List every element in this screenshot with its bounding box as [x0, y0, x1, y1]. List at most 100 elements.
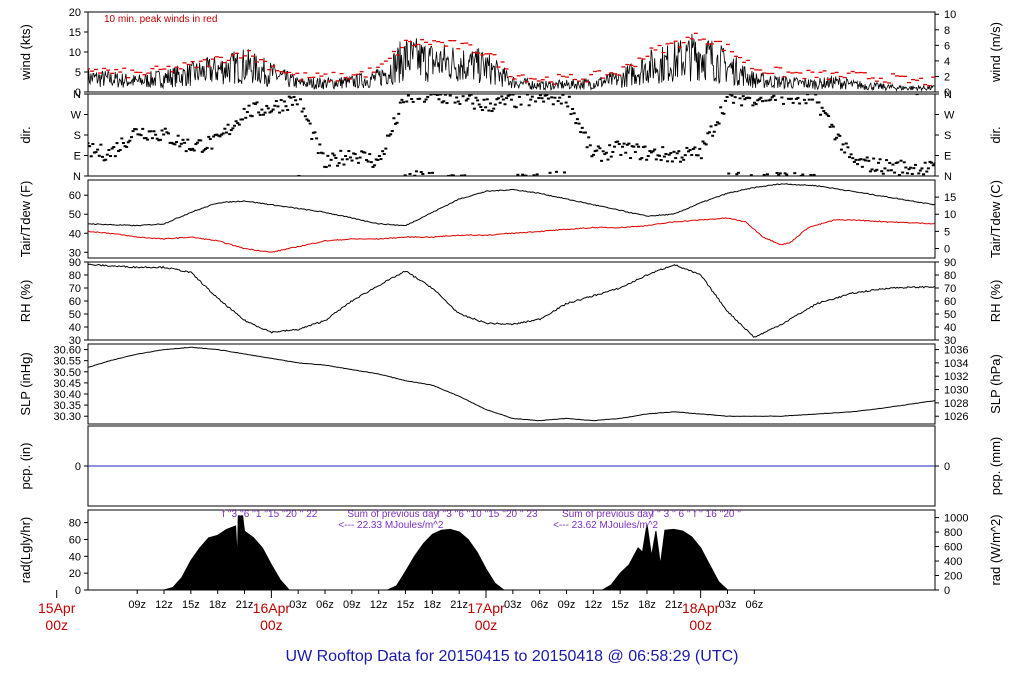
- y-tick-label-left: 60: [69, 190, 81, 202]
- y-tick-label-left: 10: [69, 47, 81, 59]
- day-label: 17Apr: [467, 600, 505, 616]
- y-axis-label-left: pcp. (in): [18, 443, 33, 490]
- y-tick-label-left: 30.40: [53, 389, 81, 401]
- y-axis-label-left: Tair/Tdew (F): [18, 181, 33, 258]
- y-tick-label-right: 4: [944, 56, 950, 68]
- y-tick-label-right: 0: [944, 243, 950, 255]
- y-tick-label-right: 1030: [944, 385, 968, 397]
- y-tick-label-left: 90: [69, 257, 81, 269]
- y-tick-label-left: 70: [69, 283, 81, 295]
- y-tick-label-left: 0: [75, 87, 81, 99]
- y-axis-label-right: rad (W/m^2): [988, 514, 1003, 585]
- x-tick-label: 21z: [450, 599, 468, 611]
- series-wind-speed: [88, 33, 935, 92]
- y-axis-label-right: pcp. (mm): [988, 437, 1003, 496]
- y-tick-label-left: 15: [69, 27, 81, 39]
- y-tick-label-left: 40: [69, 551, 81, 563]
- panel-pcp: pcp. (in) pcp. (mm) 0 0: [18, 425, 1003, 507]
- y-tick-label-left: 0: [75, 461, 81, 473]
- panel-wind: wind (kts) wind (m/s) 0 5 10 15 20 0 2 4 6 8 10 10 mi…: [18, 7, 1003, 99]
- peak-wind-legend: 10 min. peak winds in red: [104, 14, 217, 25]
- y-tick-label-right: 50: [944, 309, 956, 321]
- radiation-annotation: f ''3 ''6 ''1 ''15 ''20 '' 22: [222, 509, 318, 520]
- y-tick-label-right: 70: [944, 283, 956, 295]
- series-solar-radiation: [601, 524, 729, 590]
- y-axis-label-left: SLP (inHg): [18, 352, 33, 415]
- y-tick-label-right: 1000: [944, 513, 968, 525]
- y-tick-label-left: E: [74, 151, 81, 163]
- x-tick-label: 06z: [531, 599, 549, 611]
- y-tick-label-left: 80: [69, 518, 81, 530]
- x-tick-label: 06z: [745, 599, 763, 611]
- x-tick-label: 21z: [236, 599, 254, 611]
- y-axis-label-left: wind (kts): [18, 24, 33, 81]
- y-tick-label-right: W: [944, 110, 955, 122]
- y-tick-label-right: 200: [944, 571, 962, 583]
- y-axis-label-right: dir.: [988, 126, 1003, 143]
- y-tick-label-left: 30: [69, 335, 81, 347]
- series-group: [88, 32, 935, 92]
- y-tick-label-left: 60: [69, 296, 81, 308]
- y-tick-label-right: 1028: [944, 398, 968, 410]
- panel-rad: rad(Lgly/hr) rad (W/m^2)02040608002004006…: [18, 509, 1003, 597]
- x-tick-label: 03z: [504, 599, 522, 611]
- y-tick-label-right: 10: [944, 209, 956, 221]
- x-tick-label: 09z: [343, 599, 361, 611]
- panel-slp: SLP (inHg) SLP (hPa)30.3030.3530.4030.453…: [18, 343, 1003, 425]
- y-tick-label-right: 1034: [944, 358, 968, 370]
- x-tick-label: 06z: [316, 599, 334, 611]
- x-tick-label: 15z: [611, 599, 629, 611]
- y-tick-label-left: 5: [75, 67, 81, 79]
- day-label: 18Apr: [682, 600, 720, 616]
- y-axis-label-right: Tair/Tdew (C): [988, 180, 1003, 258]
- day-hour-label: 00z: [45, 617, 68, 633]
- y-tick-label-left: 50: [69, 209, 81, 221]
- x-tick-label: 15z: [182, 599, 200, 611]
- y-tick-label-left: 30: [69, 247, 81, 259]
- radiation-annotation: f '' 3 '' 6 '' f '' 16 ''20 '': [651, 509, 741, 520]
- panel-frame: [87, 343, 936, 425]
- y-tick-label-left: S: [74, 130, 81, 142]
- y-tick-label-right: 1026: [944, 411, 968, 423]
- y-axis-label-right: SLP (hPa): [988, 354, 1003, 414]
- y-tick-label-left: 30.30: [53, 411, 81, 423]
- x-tick-label: 03z: [719, 599, 737, 611]
- y-tick-label-right: N: [944, 89, 952, 101]
- y-tick-label-right: 15: [944, 192, 956, 204]
- series-solar-radiation: [163, 515, 290, 590]
- y-tick-label-right: 1032: [944, 371, 968, 383]
- panel-frame: [87, 509, 936, 591]
- day-hour-label: 00z: [260, 617, 283, 633]
- series-group: [88, 183, 935, 253]
- y-tick-label-left: 0: [75, 585, 81, 597]
- day-label: 15Apr: [38, 600, 76, 616]
- radiation-annotation: <--- 22.33 MJoules/m^2: [338, 520, 443, 531]
- y-tick-label-right: 0: [944, 87, 950, 99]
- y-axis-label-left: RH (%): [18, 280, 33, 323]
- y-tick-label-right: 800: [944, 527, 962, 539]
- y-tick-label-left: N: [73, 89, 81, 101]
- y-tick-label-left: 20: [69, 568, 81, 580]
- y-tick-label-right: 30: [944, 335, 956, 347]
- y-tick-label-right: 0: [944, 585, 950, 597]
- series-group: [88, 94, 935, 176]
- series-solar-radiation: [387, 528, 505, 590]
- radiation-annotation: Sum of previous day: [347, 509, 438, 520]
- y-tick-label-right: 8: [944, 25, 950, 37]
- x-tick-label: 09z: [558, 599, 576, 611]
- y-tick-label-left: 80: [69, 270, 81, 282]
- series-group: [163, 515, 729, 590]
- series-tdew: [88, 217, 935, 253]
- series-tair: [88, 183, 935, 227]
- x-tick-label: 12z: [155, 599, 173, 611]
- y-tick-label-right: E: [944, 151, 951, 163]
- y-tick-label-right: 90: [944, 257, 956, 269]
- x-tick-label: 15z: [397, 599, 415, 611]
- series-group: [88, 346, 935, 422]
- y-tick-label-right: S: [944, 130, 951, 142]
- x-tick-label: 21z: [665, 599, 683, 611]
- radiation-annotation: <--- 23.62 MJoules/m^2: [553, 520, 658, 531]
- y-axis-label-left: rad(Lgly/hr): [18, 517, 33, 583]
